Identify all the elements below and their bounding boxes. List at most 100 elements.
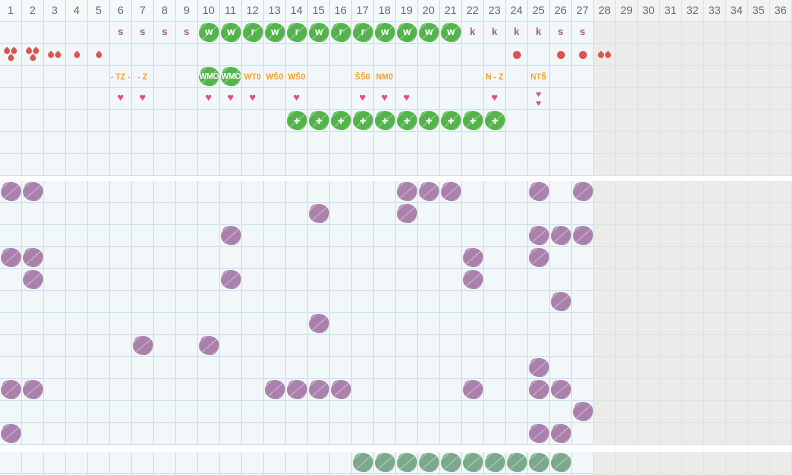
grid-cell[interactable] <box>286 181 308 203</box>
grid-cell[interactable] <box>0 181 22 203</box>
grid-cell[interactable] <box>154 313 176 335</box>
grid-cell[interactable] <box>594 110 616 132</box>
grid-cell[interactable] <box>0 203 22 225</box>
grid-cell[interactable] <box>726 357 748 379</box>
grid-cell[interactable] <box>264 203 286 225</box>
grid-cell[interactable] <box>726 335 748 357</box>
grid-cell[interactable] <box>726 452 748 474</box>
grid-cell[interactable] <box>682 401 704 423</box>
grid-cell[interactable] <box>88 22 110 44</box>
grid-cell[interactable] <box>616 181 638 203</box>
grid-cell[interactable] <box>704 423 726 445</box>
grid-cell[interactable] <box>396 357 418 379</box>
grid-cell[interactable] <box>682 110 704 132</box>
grid-cell[interactable] <box>770 66 792 88</box>
grid-cell[interactable] <box>396 66 418 88</box>
grid-cell[interactable] <box>0 247 22 269</box>
grid-cell[interactable] <box>0 335 22 357</box>
grid-cell[interactable] <box>88 66 110 88</box>
grid-cell[interactable] <box>110 423 132 445</box>
grid-cell[interactable] <box>132 379 154 401</box>
grid-cell[interactable] <box>418 44 440 66</box>
grid-cell[interactable] <box>330 181 352 203</box>
grid-cell[interactable] <box>308 225 330 247</box>
grid-cell[interactable] <box>506 203 528 225</box>
grid-cell[interactable] <box>462 88 484 110</box>
grid-cell[interactable] <box>22 203 44 225</box>
grid-cell[interactable] <box>330 203 352 225</box>
grid-cell[interactable] <box>704 269 726 291</box>
grid-cell[interactable] <box>572 357 594 379</box>
grid-cell[interactable] <box>594 379 616 401</box>
grid-cell[interactable] <box>154 181 176 203</box>
grid-cell[interactable] <box>220 132 242 154</box>
grid-cell[interactable] <box>616 247 638 269</box>
grid-cell[interactable] <box>66 313 88 335</box>
grid-cell[interactable] <box>220 110 242 132</box>
grid-cell[interactable] <box>44 181 66 203</box>
grid-cell[interactable] <box>22 335 44 357</box>
grid-cell[interactable] <box>264 335 286 357</box>
grid-cell[interactable] <box>396 401 418 423</box>
grid-cell[interactable] <box>66 401 88 423</box>
grid-cell[interactable] <box>484 401 506 423</box>
grid-cell[interactable] <box>396 452 418 474</box>
grid-cell[interactable] <box>22 357 44 379</box>
grid-cell[interactable] <box>726 110 748 132</box>
grid-cell[interactable] <box>176 357 198 379</box>
grid-cell[interactable] <box>638 22 660 44</box>
grid-cell[interactable] <box>682 132 704 154</box>
grid-cell[interactable] <box>374 247 396 269</box>
grid-cell[interactable] <box>638 269 660 291</box>
grid-cell[interactable] <box>242 313 264 335</box>
grid-cell[interactable] <box>154 291 176 313</box>
grid-cell[interactable] <box>748 225 770 247</box>
grid-cell[interactable] <box>506 88 528 110</box>
grid-cell[interactable] <box>66 335 88 357</box>
grid-cell[interactable] <box>770 44 792 66</box>
grid-cell[interactable] <box>550 401 572 423</box>
grid-cell[interactable] <box>418 132 440 154</box>
grid-cell[interactable] <box>770 357 792 379</box>
grid-cell[interactable] <box>220 269 242 291</box>
grid-cell[interactable] <box>418 335 440 357</box>
grid-cell[interactable]: s <box>572 22 594 44</box>
grid-cell[interactable] <box>660 66 682 88</box>
grid-cell[interactable] <box>638 181 660 203</box>
grid-cell[interactable] <box>176 269 198 291</box>
grid-cell[interactable] <box>22 269 44 291</box>
grid-cell[interactable] <box>242 203 264 225</box>
grid-cell[interactable] <box>132 357 154 379</box>
grid-cell[interactable] <box>66 66 88 88</box>
grid-cell[interactable] <box>748 401 770 423</box>
grid-cell[interactable] <box>704 379 726 401</box>
grid-cell[interactable]: r <box>286 22 308 44</box>
grid-cell[interactable] <box>528 203 550 225</box>
grid-cell[interactable] <box>616 423 638 445</box>
grid-cell[interactable]: + <box>330 110 352 132</box>
grid-cell[interactable]: ♥ <box>374 88 396 110</box>
grid-cell[interactable] <box>616 313 638 335</box>
grid-cell[interactable]: ♥ <box>286 88 308 110</box>
grid-cell[interactable] <box>308 401 330 423</box>
grid-cell[interactable] <box>0 423 22 445</box>
grid-cell[interactable] <box>528 335 550 357</box>
grid-cell[interactable] <box>748 291 770 313</box>
grid-cell[interactable] <box>44 44 66 66</box>
grid-cell[interactable] <box>132 225 154 247</box>
grid-cell[interactable] <box>506 379 528 401</box>
grid-cell[interactable] <box>0 291 22 313</box>
grid-cell[interactable] <box>286 335 308 357</box>
grid-cell[interactable]: - Z <box>132 66 154 88</box>
grid-cell[interactable] <box>44 335 66 357</box>
grid-cell[interactable] <box>44 247 66 269</box>
grid-cell[interactable] <box>770 88 792 110</box>
grid-cell[interactable] <box>418 181 440 203</box>
grid-cell[interactable] <box>154 452 176 474</box>
grid-cell[interactable] <box>154 110 176 132</box>
grid-cell[interactable] <box>0 88 22 110</box>
grid-cell[interactable] <box>528 181 550 203</box>
grid-cell[interactable] <box>484 452 506 474</box>
grid-cell[interactable] <box>286 313 308 335</box>
grid-cell[interactable] <box>396 313 418 335</box>
